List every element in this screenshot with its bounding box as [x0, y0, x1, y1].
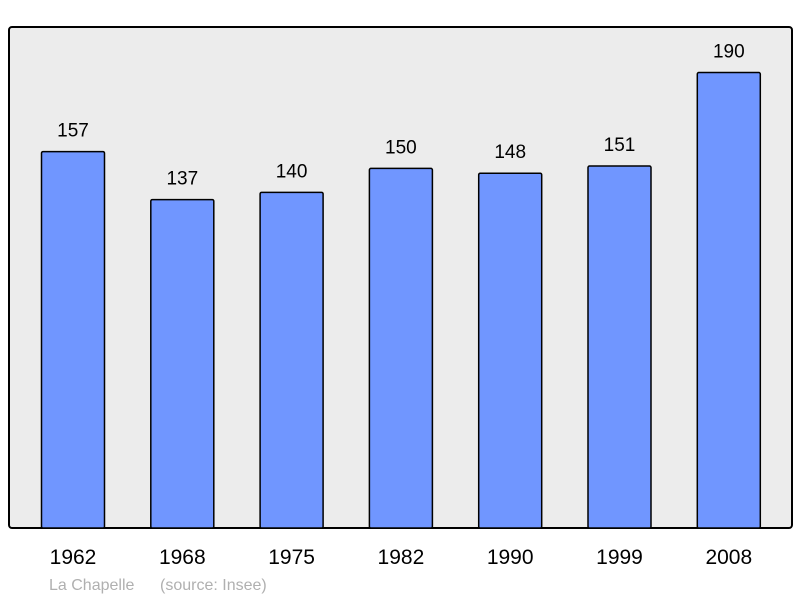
footer-place: La Chapelle	[49, 577, 135, 594]
data-label: 150	[385, 137, 417, 158]
data-label: 157	[57, 121, 89, 142]
bar-1999	[587, 165, 652, 529]
x-tick-label: 1982	[378, 546, 425, 569]
bar-1962	[40, 150, 106, 529]
bar-1990	[477, 172, 543, 529]
data-label: 148	[494, 142, 526, 163]
footer-source: (source: Insee)	[160, 577, 267, 594]
x-tick-label: 1975	[268, 546, 315, 569]
bar-1968	[150, 198, 215, 529]
data-label: 140	[276, 161, 308, 182]
data-label: 137	[166, 169, 198, 190]
bar-1975	[259, 191, 324, 529]
x-tick-label: 1999	[596, 546, 643, 569]
x-tick-label: 1990	[487, 546, 534, 569]
x-tick-label: 2008	[705, 546, 752, 569]
x-tick-label: 1968	[159, 546, 206, 569]
bar-1982	[368, 167, 434, 529]
data-label: 151	[604, 135, 636, 156]
x-tick-label: 1962	[50, 546, 97, 569]
data-label: 190	[713, 42, 745, 63]
bar-2008	[696, 71, 762, 529]
